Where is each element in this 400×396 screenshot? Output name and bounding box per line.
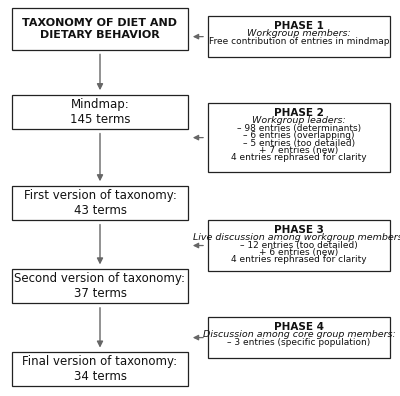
Text: Second version of taxonomy:
37 terms: Second version of taxonomy: 37 terms: [14, 272, 186, 300]
Text: Free contribution of entries in mindmap: Free contribution of entries in mindmap: [209, 37, 389, 46]
Text: + 7 entries (new): + 7 entries (new): [259, 146, 339, 155]
Text: PHASE 1: PHASE 1: [274, 21, 324, 30]
Text: – 98 entries (determinants): – 98 entries (determinants): [237, 124, 361, 133]
Text: 4 entries rephrased for clarity: 4 entries rephrased for clarity: [231, 153, 367, 162]
Text: Discussion among core group members:: Discussion among core group members:: [203, 330, 395, 339]
Text: PHASE 4: PHASE 4: [274, 322, 324, 331]
Text: Workgroup members:: Workgroup members:: [247, 29, 351, 38]
Text: Mindmap:
145 terms: Mindmap: 145 terms: [70, 98, 130, 126]
Text: Final version of taxonomy:
34 terms: Final version of taxonomy: 34 terms: [22, 355, 178, 383]
Text: Workgroup leaders:: Workgroup leaders:: [252, 116, 346, 125]
Text: 4 entries rephrased for clarity: 4 entries rephrased for clarity: [231, 255, 367, 265]
Text: + 6 entries (new): + 6 entries (new): [259, 248, 339, 257]
Text: First version of taxonomy:
43 terms: First version of taxonomy: 43 terms: [24, 189, 176, 217]
Text: – 12 entries (too detailed): – 12 entries (too detailed): [240, 241, 358, 250]
Text: Live discussion among workgroup members:: Live discussion among workgroup members:: [192, 233, 400, 242]
Text: – 3 entries (specific population): – 3 entries (specific population): [227, 338, 371, 347]
Text: – 6 entries (overlapping): – 6 entries (overlapping): [243, 131, 355, 141]
Text: PHASE 3: PHASE 3: [274, 225, 324, 234]
Text: TAXONOMY OF DIET AND
DIETARY BEHAVIOR: TAXONOMY OF DIET AND DIETARY BEHAVIOR: [22, 18, 178, 40]
Text: PHASE 2: PHASE 2: [274, 108, 324, 118]
Text: – 5 entries (too detailed): – 5 entries (too detailed): [243, 139, 355, 148]
